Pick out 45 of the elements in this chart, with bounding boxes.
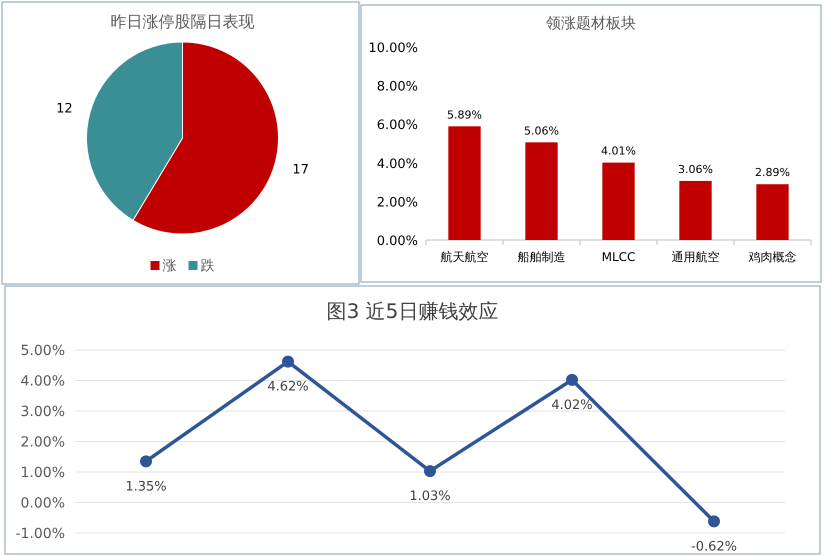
- chart-title: 昨日涨停股隔日表现: [110, 12, 254, 31]
- y-tick-label: 5.00%: [20, 343, 65, 359]
- y-tick-label: 3.00%: [20, 404, 65, 420]
- point: [282, 356, 294, 368]
- bar: [756, 184, 789, 240]
- y-tick-label: 2.00%: [376, 195, 418, 210]
- point: [140, 455, 152, 468]
- data-label: 17: [292, 162, 309, 178]
- x-tick-label: 通用航空: [672, 250, 720, 264]
- y-tick-label: 10.00%: [368, 41, 418, 56]
- y-tick-label: 0.00%: [376, 234, 418, 249]
- bar: [525, 142, 558, 240]
- legend-label: 跌: [200, 258, 214, 274]
- data-label: 4.02%: [551, 398, 593, 413]
- data-label: 1.35%: [125, 479, 167, 494]
- chart-title: 图3 近5日赚钱效应: [326, 299, 498, 323]
- data-label: -0.62%: [691, 539, 737, 554]
- y-tick-label: -1.00%: [15, 526, 65, 542]
- y-tick-label: 2.00%: [20, 434, 65, 450]
- bar: [448, 126, 481, 240]
- data-label: 4.01%: [601, 144, 636, 158]
- point: [424, 465, 436, 478]
- data-label: 5.06%: [524, 124, 559, 138]
- data-label: 2.89%: [755, 166, 790, 180]
- x-tick-label: MLCC: [602, 250, 636, 264]
- data-label: 4.62%: [267, 380, 309, 395]
- point: [708, 515, 720, 528]
- x-tick-label: 鸡肉概念: [748, 250, 796, 264]
- x-tick-label: 航天航空: [440, 250, 488, 264]
- bar: [679, 180, 712, 240]
- data-label: 5.89%: [447, 108, 482, 122]
- y-tick-label: 4.00%: [376, 156, 418, 172]
- data-label: 12: [56, 102, 73, 116]
- bar: [602, 162, 635, 240]
- y-tick-label: 1.00%: [20, 465, 65, 481]
- data-label: 3.06%: [678, 162, 713, 176]
- y-tick-label: 6.00%: [376, 118, 418, 134]
- y-tick-label: 4.00%: [20, 374, 65, 390]
- data-label: 1.03%: [409, 489, 451, 504]
- y-tick-label: 8.00%: [376, 80, 418, 95]
- chart-title: 领涨题材板块: [546, 14, 636, 32]
- y-tick-label: 0.00%: [20, 496, 65, 512]
- point: [566, 374, 578, 386]
- x-tick-label: 船舶制造: [518, 250, 566, 264]
- legend-label: 涨: [162, 258, 176, 274]
